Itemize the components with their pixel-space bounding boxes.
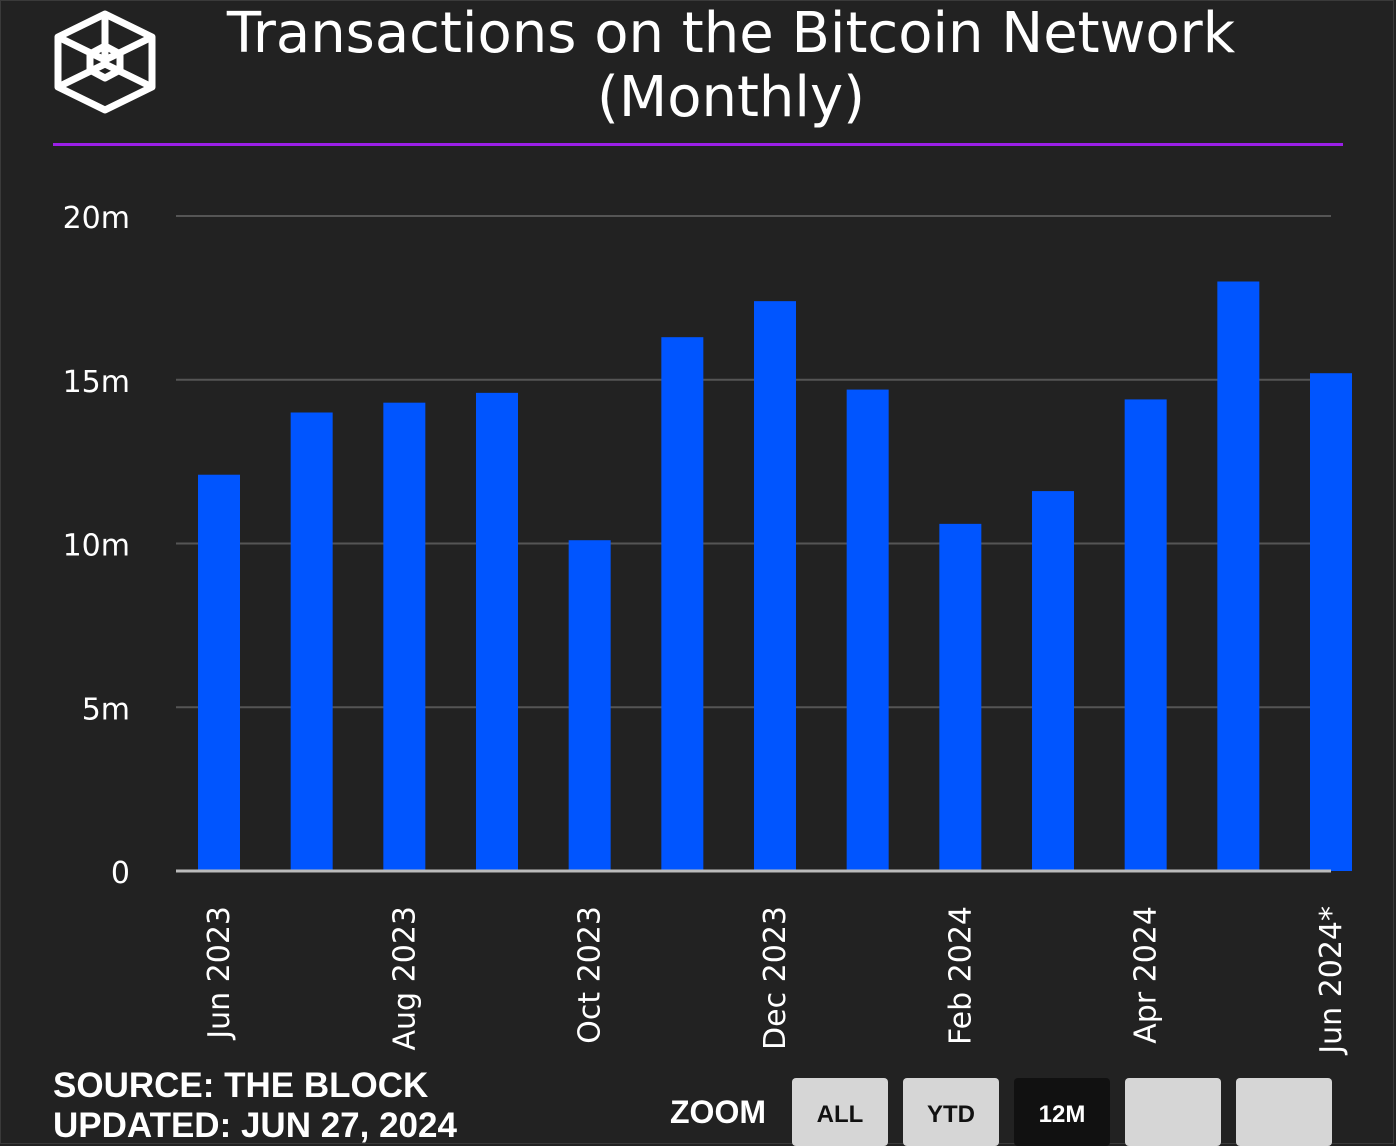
bar-may-2024 bbox=[1217, 281, 1260, 871]
bar-dec-2023 bbox=[754, 301, 796, 871]
bar-chart: 0 5m 10m 15m 20m Jun 2023 Aug 2023 Oct 2023 Dec … bbox=[63, 201, 1352, 1056]
bar-aug-2023 bbox=[383, 402, 426, 871]
x-tick-label-0: Jun 2023 bbox=[202, 906, 237, 1041]
x-tick-label-4: Oct 2023 bbox=[573, 906, 608, 1044]
y-tick-label-0: 0 bbox=[111, 856, 130, 891]
chart-title-line2: (Monthly) bbox=[597, 65, 865, 130]
bar-jun-2024 bbox=[1310, 373, 1352, 871]
bar-nov-2023 bbox=[661, 337, 704, 871]
source-label: SOURCE: THE BLOCK bbox=[53, 1066, 429, 1105]
y-tick-label-1: 5m bbox=[82, 692, 130, 727]
zoom-all-button[interactable]: ALL bbox=[792, 1078, 888, 1146]
bar-oct-2023 bbox=[568, 540, 611, 871]
x-tick-label-8: Feb 2024 bbox=[943, 906, 978, 1045]
x-tick-label-10: Apr 2024 bbox=[1129, 906, 1164, 1044]
x-tick-label-12: Jun 2024* bbox=[1314, 906, 1349, 1056]
x-tick-label-2: Aug 2023 bbox=[387, 906, 422, 1050]
zoom-ytd-button[interactable]: YTD bbox=[903, 1078, 999, 1146]
title-divider bbox=[53, 143, 1343, 146]
bar-jul-2023 bbox=[290, 412, 333, 871]
zoom-option-4-button[interactable] bbox=[1125, 1078, 1221, 1146]
bar-sep-2023 bbox=[476, 392, 518, 871]
bar-mar-2024 bbox=[1032, 491, 1074, 871]
the-block-logo-icon bbox=[54, 10, 156, 114]
y-tick-label-4: 20m bbox=[63, 201, 130, 236]
chart-title: Transactions on the Bitcoin Network (Mon… bbox=[200, 2, 1262, 130]
bar-jan-2024 bbox=[846, 389, 889, 871]
zoom-label: ZOOM bbox=[670, 1094, 766, 1130]
zoom-option-5-button[interactable] bbox=[1236, 1078, 1332, 1146]
bar-apr-2024 bbox=[1124, 399, 1167, 871]
y-tick-label-2: 10m bbox=[63, 529, 130, 564]
y-tick-label-3: 15m bbox=[63, 365, 130, 400]
x-tick-label-6: Dec 2023 bbox=[758, 906, 793, 1050]
updated-label: UPDATED: JUN 27, 2024 bbox=[53, 1106, 457, 1145]
bar-feb-2024 bbox=[939, 523, 982, 871]
bar-jun-2023 bbox=[198, 474, 240, 871]
zoom-12m-button[interactable]: 12M bbox=[1014, 1078, 1110, 1146]
chart-title-line1: Transactions on the Bitcoin Network bbox=[226, 1, 1236, 66]
